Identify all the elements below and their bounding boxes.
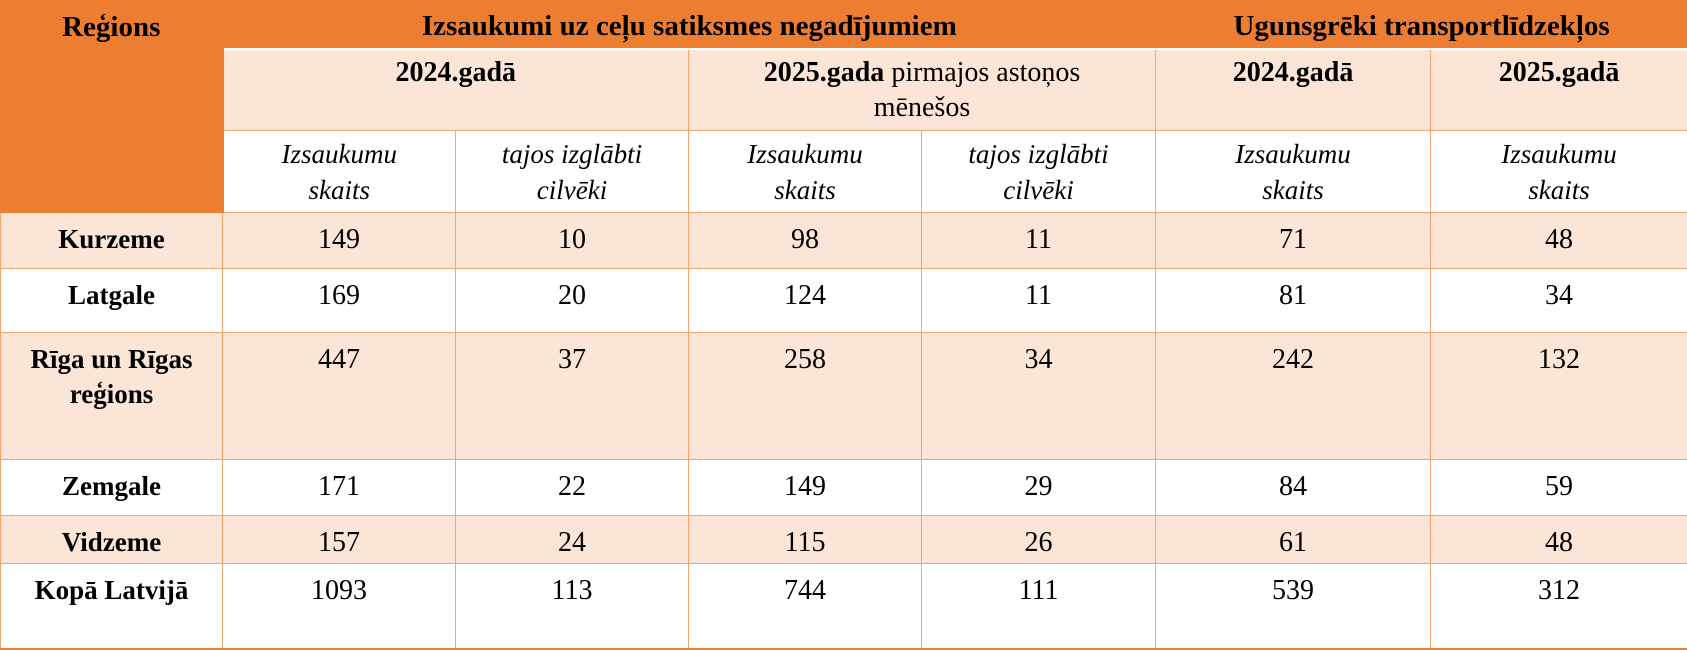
data-cell: 48 xyxy=(1430,515,1687,564)
data-cell: 20 xyxy=(455,268,689,333)
data-cell: 71 xyxy=(1155,212,1432,269)
fires-2024-label: 2024.gadā xyxy=(1232,56,1354,88)
period-2024-label: 2024.gadā xyxy=(395,56,517,88)
data-cell: 10 xyxy=(455,212,689,269)
header-row-groups: Reģions Izsaukumi uz ceļu satiksmes nega… xyxy=(0,0,1687,213)
data-cell: 157 xyxy=(222,515,456,564)
region-cell-kurzeme: Kurzeme xyxy=(0,212,223,269)
header-saved-2025: tajos izglābti cilvēki xyxy=(920,130,1157,213)
data-cell: 312 xyxy=(1430,563,1687,650)
data-cell: 26 xyxy=(920,515,1157,564)
header-group-vehicle-fires: Ugunsgrēki transportlīdzekļos xyxy=(1155,0,1687,50)
data-cell: 24 xyxy=(455,515,689,564)
data-cell: 258 xyxy=(688,332,922,460)
saved-label-line2: cilvēki xyxy=(1003,174,1074,205)
data-cell: 34 xyxy=(920,332,1157,460)
fires-2025-label: 2025.gadā xyxy=(1498,56,1620,88)
data-cell: 539 xyxy=(1155,563,1432,650)
header-region: Reģions xyxy=(0,0,224,213)
calls-label-line1: Izsaukumu xyxy=(281,139,398,169)
data-cell: 34 xyxy=(1430,268,1687,333)
header-row-periods: 2024.gadā 2025.gada pirmajos astoņos mēn… xyxy=(1,48,1687,131)
region-cell-zemgale: Zemgale xyxy=(0,459,223,516)
saved-label-line1: tajos izglābti xyxy=(501,139,643,169)
data-cell: 132 xyxy=(1430,332,1687,460)
data-cell: 1093 xyxy=(222,563,456,650)
header-period-2024: 2024.gadā xyxy=(222,48,689,131)
data-cell: 29 xyxy=(920,459,1157,516)
data-cell: 61 xyxy=(1155,515,1432,564)
region-cell-total: Kopā Latvijā xyxy=(0,563,223,650)
data-cell: 447 xyxy=(222,332,456,460)
region-cell-riga: Rīga un Rīgas reģions xyxy=(0,332,223,460)
header-fires-2024: 2024.gadā xyxy=(1155,48,1432,131)
table-row-zemgale: Zemgale 171 22 149 29 84 59 xyxy=(0,459,1687,516)
header-fires-2025: 2025.gadā xyxy=(1430,48,1687,131)
calls-label-line1: Izsaukumu xyxy=(1235,139,1351,169)
data-cell: 171 xyxy=(222,459,456,516)
table-row-kurzeme: Kurzeme 149 10 98 11 71 48 xyxy=(0,212,1687,269)
saved-label-line2: cilvēki xyxy=(536,174,608,205)
calls-label-line2: skaits xyxy=(1262,174,1324,205)
region-cell-vidzeme: Vidzeme xyxy=(0,515,223,564)
data-cell: 149 xyxy=(688,459,922,516)
period-2025-year: 2025.gada xyxy=(763,56,885,88)
header-row-measures: Izsaukumu skaits tajos izglābti cilvēki … xyxy=(1,130,1687,213)
calls-label-line2: skaits xyxy=(308,174,370,205)
header-group-accidents: Izsaukumi uz ceļu satiksmes negadījumiem xyxy=(221,0,1157,50)
saved-label-line1: tajos izglābti xyxy=(968,139,1109,169)
data-cell: 37 xyxy=(455,332,689,460)
data-cell: 115 xyxy=(688,515,922,564)
table-row-vidzeme: Vidzeme 157 24 115 26 61 48 xyxy=(0,515,1687,564)
header-fire-calls-2025: Izsaukumu skaits xyxy=(1430,130,1687,213)
data-cell: 149 xyxy=(222,212,456,269)
data-cell: 59 xyxy=(1430,459,1687,516)
data-cell: 242 xyxy=(1155,332,1432,460)
data-cell: 22 xyxy=(455,459,689,516)
table-row-total-latvia: Kopā Latvijā 1093 113 744 111 539 312 xyxy=(0,563,1687,650)
data-cell: 111 xyxy=(920,563,1157,650)
data-cell: 113 xyxy=(455,563,689,650)
data-cell: 98 xyxy=(688,212,922,269)
data-cell: 11 xyxy=(920,268,1157,333)
data-cell: 11 xyxy=(920,212,1157,269)
calls-label-line1: Izsaukumu xyxy=(1501,139,1617,169)
calls-label-line2: skaits xyxy=(1528,174,1590,205)
calls-label-line1: Izsaukumu xyxy=(747,139,863,169)
header-calls-2024: Izsaukumu skaits xyxy=(222,130,456,213)
data-cell: 84 xyxy=(1155,459,1432,516)
data-cell: 48 xyxy=(1430,212,1687,269)
region-cell-latgale: Latgale xyxy=(0,268,223,333)
data-cell: 744 xyxy=(688,563,922,650)
data-cell: 124 xyxy=(688,268,922,333)
table-row-latgale: Latgale 169 20 124 11 81 34 xyxy=(0,268,1687,333)
data-cell: 81 xyxy=(1155,268,1432,333)
header-period-2025: 2025.gada pirmajos astoņos mēnešos xyxy=(687,48,1157,131)
period-2025-suffix: pirmajos astoņos mēnešos xyxy=(873,56,1081,124)
calls-label-line2: skaits xyxy=(774,174,836,205)
header-fire-calls-2024: Izsaukumu skaits xyxy=(1155,130,1432,213)
data-cell: 169 xyxy=(222,268,456,333)
header-calls-2025: Izsaukumu skaits xyxy=(688,130,922,213)
table-row-riga: Rīga un Rīgas reģions 447 37 258 34 242 … xyxy=(0,332,1687,460)
header-saved-2024: tajos izglābti cilvēki xyxy=(455,130,689,213)
